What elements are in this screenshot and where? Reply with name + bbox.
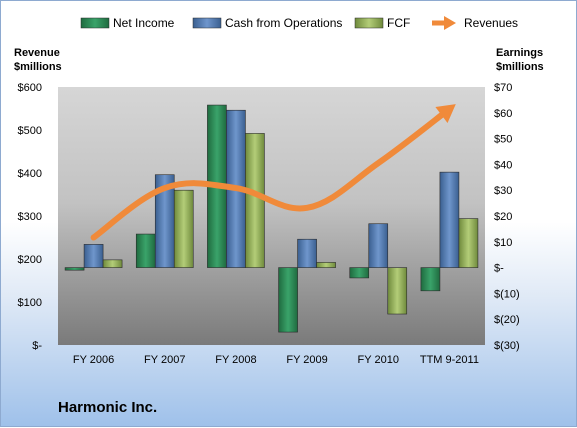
- left-tick-label: $600: [18, 82, 42, 94]
- right-tick-label: $30: [494, 185, 512, 197]
- right-tick-label: $(30): [494, 340, 520, 352]
- left-tick-label: $100: [18, 297, 42, 309]
- bar-fcf-fy-2010: [388, 268, 407, 314]
- left-tick-label: $400: [18, 168, 42, 180]
- left-tick-label: $200: [18, 254, 42, 266]
- right-tick-label: $50: [494, 134, 512, 146]
- bar-net-income-fy-2006: [65, 268, 84, 271]
- bar-fcf-fy-2006: [103, 260, 122, 268]
- bar-net-income-fy-2010: [350, 268, 369, 278]
- legend-label-revenues: Revenues: [464, 16, 518, 30]
- bar-fcf-fy-2009: [317, 262, 336, 267]
- legend-arrow-revenues: [444, 16, 456, 30]
- right-tick-label: $70: [494, 82, 512, 94]
- x-tick-label: TTM 9-2011: [420, 354, 479, 366]
- legend-label-net-income: Net Income: [113, 16, 175, 30]
- x-tick-label: FY 2007: [144, 354, 185, 366]
- chart-title: Harmonic Inc.: [58, 399, 157, 416]
- x-tick-label: FY 2010: [358, 354, 399, 366]
- bar-cash-from-operations-fy-2010: [369, 224, 388, 268]
- left-tick-label: $-: [32, 340, 42, 352]
- legend-swatch-net-income: [81, 18, 109, 28]
- bar-net-income-ttm-9-2011: [421, 268, 440, 291]
- bar-fcf-ttm-9-2011: [459, 219, 478, 268]
- left-tick-label: $300: [18, 211, 42, 223]
- right-tick-label: $10: [494, 237, 512, 249]
- x-tick-label: FY 2009: [286, 354, 327, 366]
- left-tick-label: $500: [18, 125, 42, 137]
- x-tick-label: FY 2006: [73, 354, 114, 366]
- right-tick-label: $(20): [494, 314, 520, 326]
- legend-label-cash-from-operations: Cash from Operations: [225, 16, 342, 30]
- bar-net-income-fy-2009: [279, 268, 298, 333]
- bar-cash-from-operations-fy-2006: [84, 244, 103, 267]
- x-axis: FY 2006 FY 2007 FY 2008 FY 2009 FY 2010 TTM 9…: [73, 354, 479, 366]
- right-tick-label: $-: [494, 263, 504, 275]
- legend-swatch-fcf: [355, 18, 383, 28]
- legend-label-fcf: FCF: [387, 16, 410, 30]
- right-tick-label: $20: [494, 211, 512, 223]
- bar-fcf-fy-2007: [174, 190, 193, 267]
- bar-fcf-fy-2008: [245, 133, 264, 267]
- left-axis: $600 $500 $400 $300 $200 $100 $-: [18, 82, 43, 352]
- bar-cash-from-operations-fy-2009: [298, 239, 317, 267]
- x-tick-label: FY 2008: [215, 354, 256, 366]
- right-tick-label: $40: [494, 159, 512, 171]
- right-axis: $70 $60 $50 $40 $30 $20 $10 $- $(10) $(20) $(30): [494, 82, 520, 352]
- bar-cash-from-operations-ttm-9-2011: [440, 172, 459, 267]
- legend-swatch-cash-from-operations: [193, 18, 221, 28]
- legend: Net Income Cash from Operations FCF Revenue…: [81, 16, 518, 30]
- bar-net-income-fy-2007: [136, 234, 155, 268]
- right-tick-label: $60: [494, 108, 512, 120]
- right-tick-label: $(10): [494, 288, 520, 300]
